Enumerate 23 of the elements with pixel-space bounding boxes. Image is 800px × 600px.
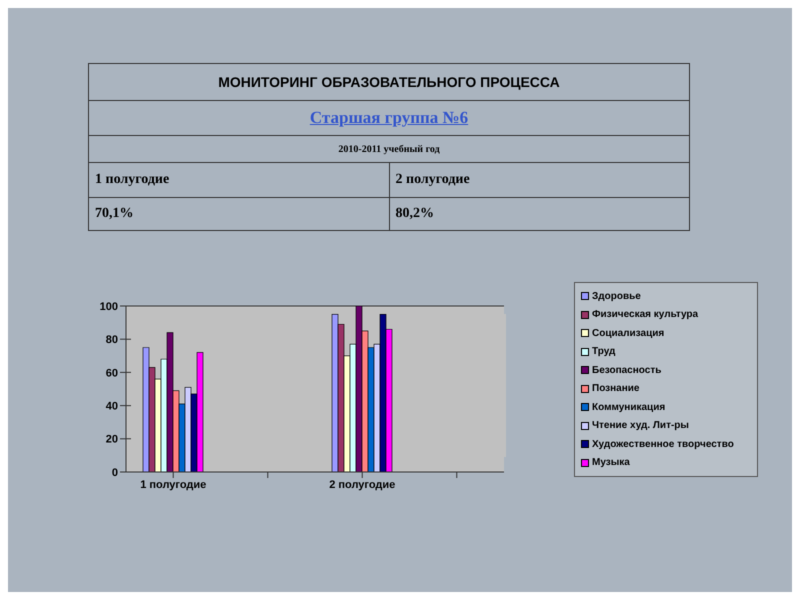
y-tick-label: 60 — [106, 367, 118, 380]
y-tick-label: 0 — [112, 466, 118, 479]
legend-label: Безопасность — [592, 364, 662, 376]
text: 70,1% — [88, 198, 389, 230]
legend-label: Музыка — [592, 457, 630, 468]
y-tick-label: 80 — [106, 334, 118, 346]
text: 2 полугодие — [389, 162, 690, 198]
y-tick-label: 40 — [106, 400, 118, 413]
y-tick-label: 100 — [100, 300, 118, 313]
legend-label: Социализация — [592, 328, 664, 339]
legend-label: Чтение худ. Лит-ры — [592, 420, 689, 432]
text: 80,2% — [389, 198, 690, 230]
y-tick-label: 20 — [106, 434, 118, 446]
legend-label: Коммуникация — [592, 402, 666, 413]
legend-label: Художественное творчество — [592, 438, 734, 450]
legend-label: Познание — [592, 383, 640, 394]
chart-subtitle: Старшая группа №6 — [88, 100, 690, 136]
text: 2010-2011 учебный год — [88, 136, 690, 162]
legend-label: Труд — [592, 346, 616, 358]
text: 1 полугодие — [88, 162, 389, 198]
legend-label: Здоровье — [592, 290, 641, 302]
legend-label: Физическая культура — [592, 309, 698, 320]
chart-title: МОНИТОРИНГ ОБРАЗОВАТЕЛЬНОГО ПРОЦЕССА — [88, 64, 690, 100]
